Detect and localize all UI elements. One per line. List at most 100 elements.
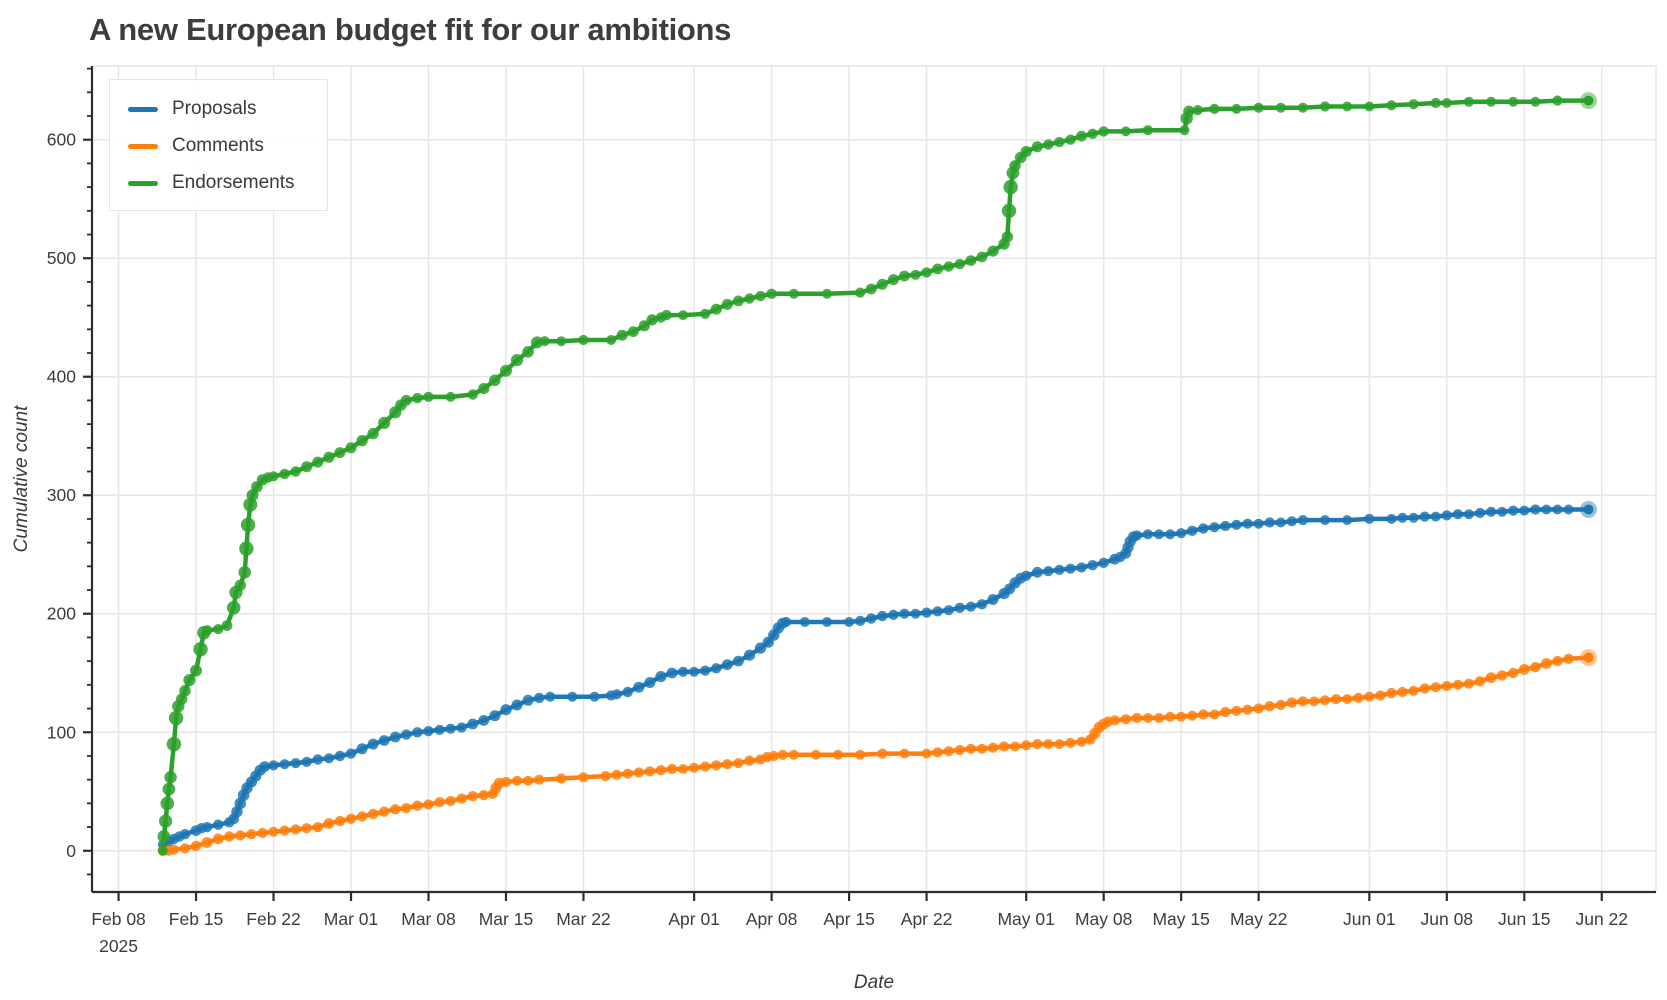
data-point bbox=[1165, 529, 1176, 540]
data-point bbox=[389, 731, 401, 743]
data-point bbox=[1430, 682, 1441, 693]
data-point bbox=[666, 667, 678, 679]
data-point bbox=[768, 750, 779, 762]
data-point bbox=[390, 804, 401, 815]
data-point bbox=[1386, 100, 1397, 111]
data-point bbox=[1264, 701, 1275, 712]
data-point bbox=[655, 765, 667, 776]
data-point bbox=[1275, 699, 1286, 711]
legend-swatch-endorsements-icon bbox=[128, 180, 158, 186]
data-point bbox=[1142, 529, 1153, 540]
data-point bbox=[627, 326, 639, 338]
data-point bbox=[1242, 704, 1253, 715]
data-point bbox=[1076, 130, 1087, 142]
x-tick-label: May 15 bbox=[1152, 909, 1209, 929]
data-point bbox=[578, 772, 589, 783]
y-tick-label: 0 bbox=[66, 841, 76, 861]
data-point bbox=[312, 822, 323, 833]
data-point bbox=[478, 383, 490, 395]
data-point bbox=[183, 674, 196, 687]
data-point bbox=[545, 691, 556, 702]
data-point bbox=[1020, 146, 1032, 158]
data-point bbox=[522, 694, 534, 706]
data-point bbox=[788, 749, 799, 760]
data-point bbox=[1253, 703, 1264, 714]
data-point bbox=[1076, 562, 1087, 573]
data-point bbox=[179, 829, 191, 840]
data-point bbox=[1253, 102, 1264, 113]
data-point bbox=[1192, 105, 1203, 116]
data-point bbox=[423, 726, 434, 737]
data-point bbox=[700, 665, 711, 676]
data-point bbox=[1452, 509, 1463, 520]
data-point bbox=[711, 760, 722, 771]
data-point bbox=[1441, 510, 1452, 521]
data-point bbox=[1342, 694, 1353, 705]
data-point bbox=[1463, 96, 1474, 107]
data-point bbox=[1441, 680, 1452, 692]
data-point bbox=[1220, 520, 1231, 532]
data-point bbox=[622, 768, 633, 779]
data-point bbox=[910, 269, 921, 280]
data-point bbox=[1098, 126, 1109, 137]
data-point bbox=[887, 274, 899, 286]
data-point bbox=[1242, 518, 1253, 529]
data-point bbox=[899, 608, 910, 619]
data-point bbox=[279, 825, 290, 836]
series-markers-comments bbox=[157, 652, 1594, 856]
data-point bbox=[1364, 101, 1375, 112]
data-point bbox=[822, 617, 832, 627]
data-point bbox=[822, 288, 832, 299]
data-point bbox=[334, 447, 346, 459]
data-point bbox=[511, 699, 523, 711]
data-point bbox=[788, 288, 799, 299]
data-point bbox=[777, 749, 788, 760]
data-point bbox=[456, 793, 467, 804]
data-point bbox=[1220, 706, 1231, 718]
data-point bbox=[661, 309, 672, 321]
data-point bbox=[855, 749, 866, 760]
data-point bbox=[1408, 99, 1419, 110]
data-point bbox=[467, 718, 479, 730]
data-point bbox=[1065, 737, 1076, 749]
data-point bbox=[1043, 739, 1054, 750]
data-point bbox=[500, 776, 512, 788]
data-point bbox=[999, 741, 1010, 752]
data-point bbox=[1198, 523, 1209, 534]
data-point bbox=[401, 803, 412, 814]
data-point bbox=[1109, 715, 1120, 726]
data-point bbox=[799, 617, 810, 627]
data-point bbox=[166, 736, 182, 752]
data-point bbox=[1131, 712, 1142, 724]
data-point bbox=[1231, 705, 1242, 717]
data-point bbox=[1397, 686, 1408, 698]
data-point bbox=[1087, 560, 1098, 571]
data-point bbox=[678, 666, 689, 677]
data-point bbox=[412, 727, 423, 738]
data-point bbox=[755, 290, 766, 302]
data-point bbox=[179, 685, 191, 697]
data-point bbox=[1552, 504, 1563, 515]
data-point bbox=[224, 831, 235, 842]
data-point bbox=[290, 758, 301, 769]
data-point bbox=[1408, 685, 1419, 696]
data-point bbox=[1508, 96, 1519, 107]
data-point bbox=[159, 814, 173, 828]
data-point bbox=[367, 427, 379, 440]
data-point bbox=[888, 609, 899, 621]
data-point bbox=[1541, 658, 1552, 669]
data-point bbox=[489, 710, 501, 722]
data-point bbox=[855, 287, 866, 298]
data-point bbox=[164, 771, 177, 784]
data-point bbox=[954, 258, 965, 270]
data-point bbox=[500, 704, 512, 716]
data-point bbox=[589, 691, 600, 702]
x-tick-label: Mar 15 bbox=[479, 909, 533, 929]
x-tick-label: Jun 01 bbox=[1343, 909, 1396, 929]
data-point bbox=[646, 314, 658, 326]
x-tick-label: Mar 08 bbox=[401, 909, 455, 929]
data-point bbox=[1309, 696, 1319, 707]
legend-swatch-comments-icon bbox=[128, 143, 158, 149]
data-point bbox=[754, 642, 767, 654]
data-point bbox=[290, 466, 301, 477]
